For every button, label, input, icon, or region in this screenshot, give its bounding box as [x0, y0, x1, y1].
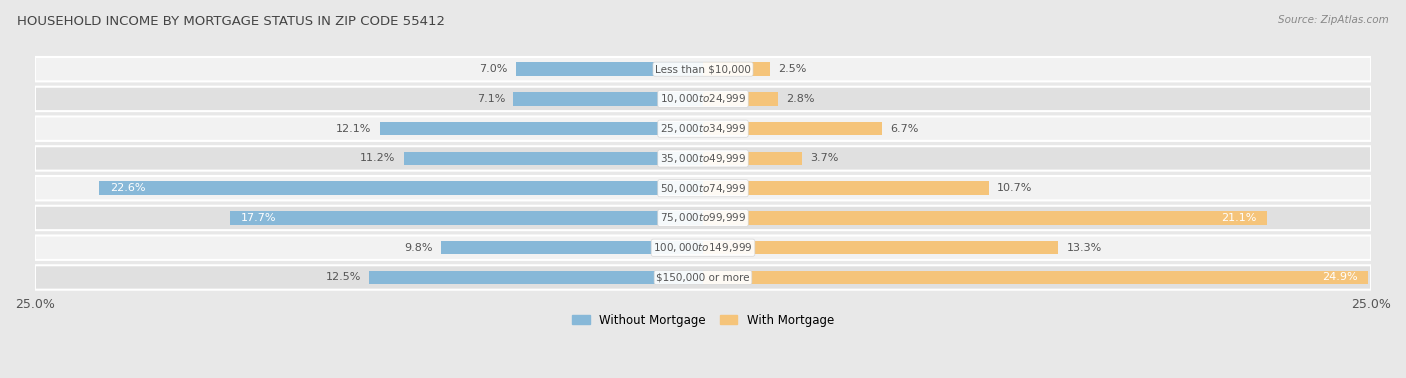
Bar	[441, 241, 703, 254]
Legend: Without Mortgage, With Mortgage: Without Mortgage, With Mortgage	[567, 309, 839, 331]
Text: 9.8%: 9.8%	[405, 243, 433, 253]
Bar	[513, 92, 703, 105]
Text: $100,000 to $149,999: $100,000 to $149,999	[654, 241, 752, 254]
Bar	[368, 271, 703, 284]
Bar	[703, 271, 1368, 284]
Text: 3.7%: 3.7%	[810, 153, 838, 163]
Bar	[231, 211, 703, 225]
Text: 21.1%: 21.1%	[1220, 213, 1256, 223]
Bar	[380, 122, 703, 135]
Text: 10.7%: 10.7%	[997, 183, 1032, 193]
Text: 7.1%: 7.1%	[477, 94, 505, 104]
Text: Source: ZipAtlas.com: Source: ZipAtlas.com	[1278, 15, 1389, 25]
FancyBboxPatch shape	[35, 146, 1371, 170]
Text: 17.7%: 17.7%	[240, 213, 276, 223]
Bar	[703, 181, 988, 195]
Text: $10,000 to $24,999: $10,000 to $24,999	[659, 93, 747, 105]
Text: Less than $10,000: Less than $10,000	[655, 64, 751, 74]
Bar	[98, 181, 703, 195]
Text: 24.9%: 24.9%	[1322, 273, 1358, 282]
FancyBboxPatch shape	[35, 57, 1371, 81]
FancyBboxPatch shape	[35, 116, 1371, 141]
Text: 12.5%: 12.5%	[326, 273, 361, 282]
Text: $150,000 or more: $150,000 or more	[657, 273, 749, 282]
Bar	[703, 152, 801, 165]
Bar	[703, 211, 1267, 225]
FancyBboxPatch shape	[35, 235, 1371, 260]
FancyBboxPatch shape	[35, 87, 1371, 111]
Text: 13.3%: 13.3%	[1066, 243, 1102, 253]
Bar	[703, 122, 882, 135]
FancyBboxPatch shape	[35, 206, 1371, 230]
Text: $25,000 to $34,999: $25,000 to $34,999	[659, 122, 747, 135]
Text: $75,000 to $99,999: $75,000 to $99,999	[659, 211, 747, 225]
Text: $50,000 to $74,999: $50,000 to $74,999	[659, 182, 747, 195]
Text: 6.7%: 6.7%	[890, 124, 918, 134]
Bar	[404, 152, 703, 165]
Text: $35,000 to $49,999: $35,000 to $49,999	[659, 152, 747, 165]
Text: 2.5%: 2.5%	[778, 64, 806, 74]
FancyBboxPatch shape	[35, 265, 1371, 290]
Bar	[703, 241, 1059, 254]
Text: 7.0%: 7.0%	[479, 64, 508, 74]
Bar	[516, 62, 703, 76]
Text: 12.1%: 12.1%	[336, 124, 371, 134]
FancyBboxPatch shape	[35, 176, 1371, 200]
Bar	[703, 62, 770, 76]
Text: HOUSEHOLD INCOME BY MORTGAGE STATUS IN ZIP CODE 55412: HOUSEHOLD INCOME BY MORTGAGE STATUS IN Z…	[17, 15, 444, 28]
Text: 2.8%: 2.8%	[786, 94, 814, 104]
Text: 22.6%: 22.6%	[110, 183, 145, 193]
Text: 11.2%: 11.2%	[360, 153, 395, 163]
Bar	[703, 92, 778, 105]
